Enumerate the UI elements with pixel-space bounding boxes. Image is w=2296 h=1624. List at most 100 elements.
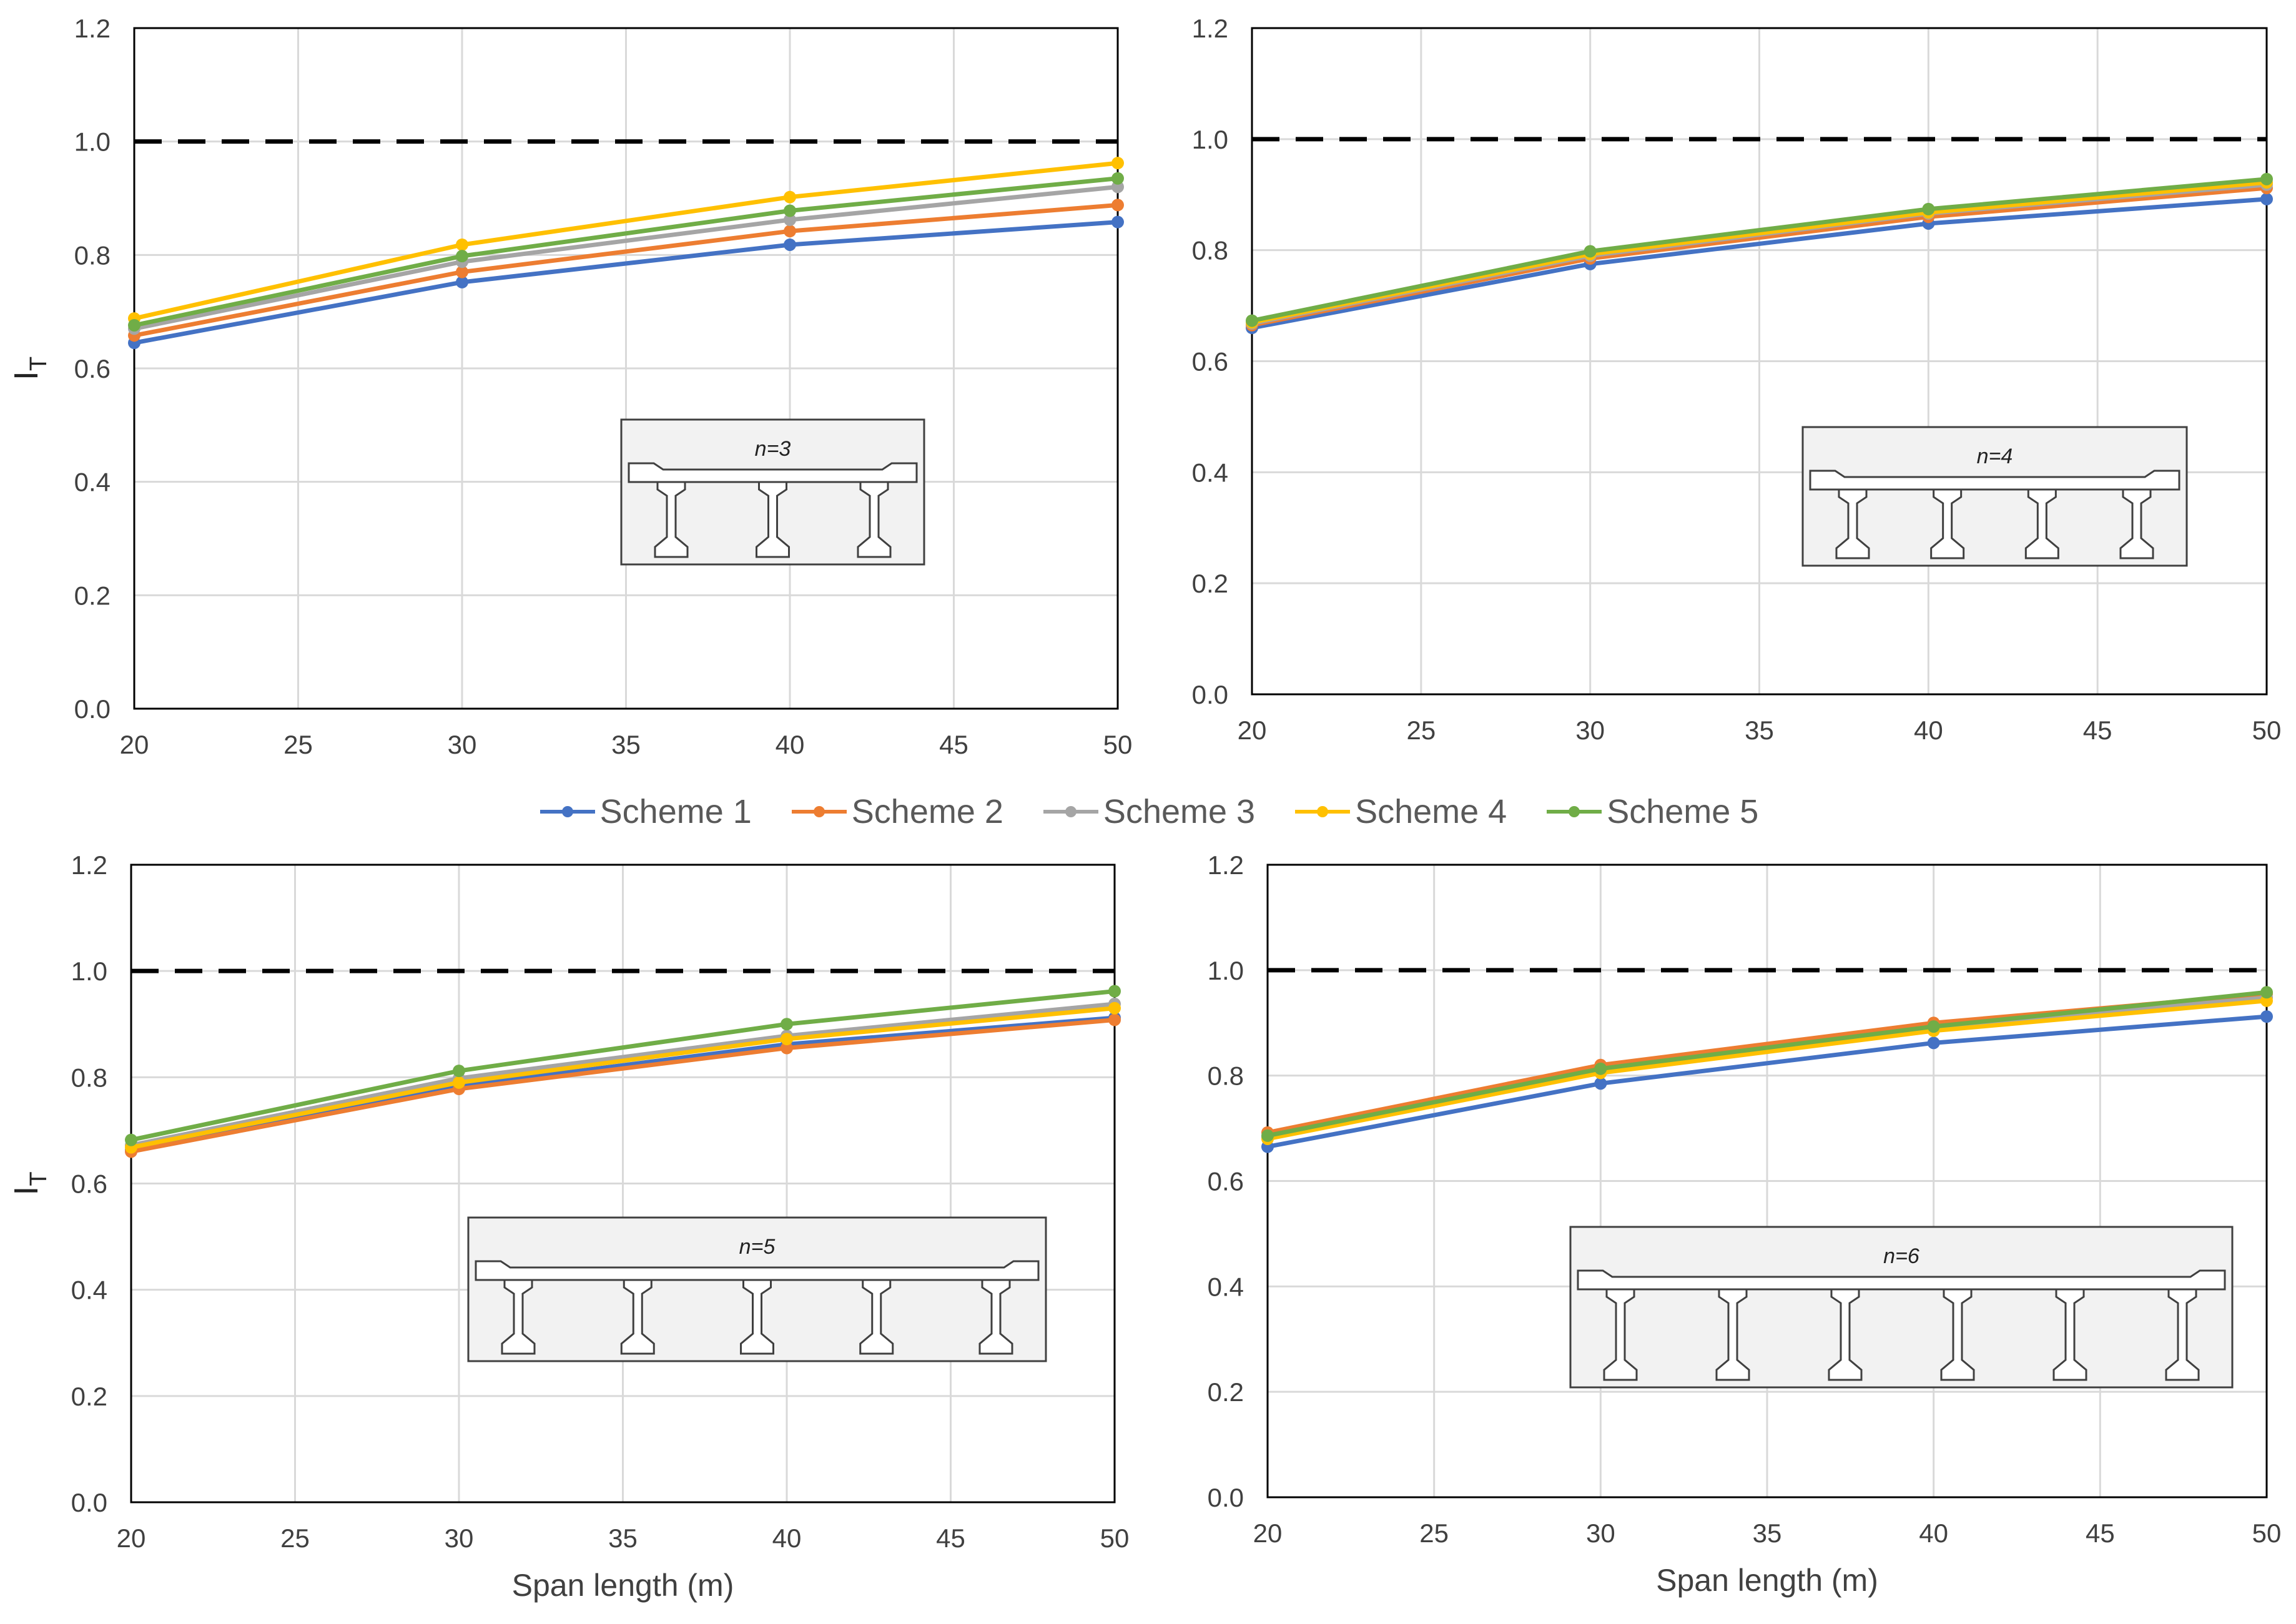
data-point-scheme-4 [453,1076,465,1089]
data-point-scheme-4 [456,238,468,251]
data-point-scheme-5 [128,318,140,332]
plot-area-frame [133,27,1119,710]
x-axis-title: Span length (m) [512,1568,734,1603]
girder-icon [2024,488,2059,559]
x-tick-label: 45 [936,1523,965,1553]
x-tick-label: 45 [2083,716,2112,745]
y-axis-title: IT [7,1171,52,1195]
y-tick-label: 0.0 [74,694,111,724]
y-tick-label: 1.2 [1208,850,1244,880]
series-line-scheme-5 [134,176,1118,328]
girder-icon [1715,1288,1750,1381]
data-point-scheme-1 [1111,215,1124,229]
plot-area-frame [1251,27,2268,696]
deck-slab-icon [1577,1269,2226,1291]
data-point-scheme-2 [456,265,468,278]
x-tick-label: 20 [1253,1518,1283,1548]
y-tick-label: 0.6 [1192,347,1228,376]
series-line-scheme-4 [131,1006,1115,1150]
y-tick-label: 0.2 [71,1382,107,1411]
inset-frame [1569,1226,2234,1389]
data-point-scheme-5 [1922,202,1935,215]
deck-slab-icon [628,462,918,483]
girder-icon [620,1279,655,1355]
chart-panel-n3: 0.0 0.2 0.4 0.6 0.8 1.0 1.2 20 25 30 35 40 45 50 IT n=3 [0,0,1136,777]
x-tick-label: 25 [1406,716,1436,745]
y-tick-label: 0.8 [1192,236,1228,265]
data-point-scheme-1 [456,275,468,288]
data-point-scheme-5 [453,1065,465,1078]
y-tick-label: 0.2 [74,581,111,610]
cross-section-inset: n=5 [467,1216,1047,1362]
data-point-scheme-5 [781,1018,793,1031]
chart-panel-n4: 0.0 0.2 0.4 0.6 0.8 1.0 1.2 20 25 30 35 40 45 50 n=4 [1149,0,2296,762]
girder-icon [1835,488,1870,559]
x-tick-label: 45 [2086,1518,2115,1548]
inset-label: n=3 [755,437,791,461]
y-axis-title-main: I [7,1186,45,1196]
y-tick-label: 0.6 [1208,1167,1244,1196]
plot-area-frame [130,864,1116,1503]
x-tick-label: 35 [1753,1518,1782,1548]
y-axis-title-subscript: T [26,1171,52,1186]
chart-svg: 0.0 0.2 0.4 0.6 0.8 1.0 1.2 20 25 30 35 40 45 50 IT Spa… [7,850,1130,1603]
data-point-scheme-5 [1108,985,1121,998]
y-tick-label: 0.6 [74,354,111,383]
y-tick-label: 1.0 [71,957,107,986]
legend-swatch-scheme-4 [1295,806,1351,817]
girder-icon [857,481,892,558]
x-tick-label: 50 [1100,1523,1130,1553]
x-tick-label: 45 [939,730,968,759]
x-tick-label: 50 [2252,716,2282,745]
series-line-scheme-2 [131,1017,1115,1154]
legend-swatch-scheme-5 [1547,806,1602,817]
girder-icon [859,1279,894,1355]
y-tick-label: 0.0 [1208,1483,1244,1512]
y-tick-label: 0.8 [71,1063,107,1092]
data-point-scheme-1 [1594,1077,1607,1090]
legend-marker [813,806,825,817]
x-tick-label: 30 [1586,1518,1615,1548]
legend-item-scheme-1: Scheme 1 [538,792,752,831]
x-tick-label: 25 [283,730,313,759]
legend-marker [561,806,573,817]
y-tick-label: 0.0 [1192,680,1228,709]
x-tick-label: 25 [1419,1518,1449,1548]
series-line-scheme-5 [1267,990,2267,1138]
chart-panel-n5: 0.0 0.2 0.4 0.6 0.8 1.0 1.2 20 25 30 35 40 45 50 IT Spa… [0,837,1136,1624]
y-tick-label: 0.0 [71,1488,107,1517]
legend-item-scheme-2: Scheme 2 [789,792,1003,831]
legend-item-scheme-4: Scheme 4 [1293,792,1507,831]
data-point-scheme-4 [784,190,796,204]
data-point-scheme-1 [1927,1036,1940,1050]
data-point-scheme-5 [456,250,468,263]
y-tick-label: 0.4 [1192,458,1228,487]
data-point-scheme-1 [784,238,796,251]
girder-icon [501,1279,536,1355]
x-tick-label: 30 [445,1523,474,1553]
x-tick-label: 50 [2252,1518,2282,1548]
data-point-scheme-4 [1108,1001,1121,1015]
girder-icon [1940,1288,1975,1381]
deck-slab-icon [475,1260,1040,1281]
cross-section-inset: n=3 [620,418,925,566]
data-point-scheme-2 [1108,1013,1121,1026]
legend-item-scheme-5: Scheme 5 [1544,792,1758,831]
girder-icon [756,481,790,558]
x-tick-label: 35 [608,1523,638,1553]
x-tick-label: 40 [772,1523,802,1553]
girder-icon [1603,1288,1638,1381]
data-point-scheme-1 [2260,1010,2273,1023]
legend-label-scheme-3: Scheme 3 [1103,793,1256,830]
series-line-scheme-1 [134,220,1118,345]
y-tick-label: 0.8 [1208,1061,1244,1091]
x-tick-label: 40 [1919,1518,1948,1548]
series-line-scheme-1 [1251,197,2267,330]
data-point-scheme-5 [1594,1062,1607,1075]
x-tick-label: 35 [1745,716,1774,745]
legend-label-scheme-2: Scheme 2 [851,793,1003,830]
chart-svg: 0.0 0.2 0.4 0.6 0.8 1.0 1.2 20 25 30 35 40 45 50 Span … [1208,850,2282,1598]
girder-icon [654,481,689,558]
